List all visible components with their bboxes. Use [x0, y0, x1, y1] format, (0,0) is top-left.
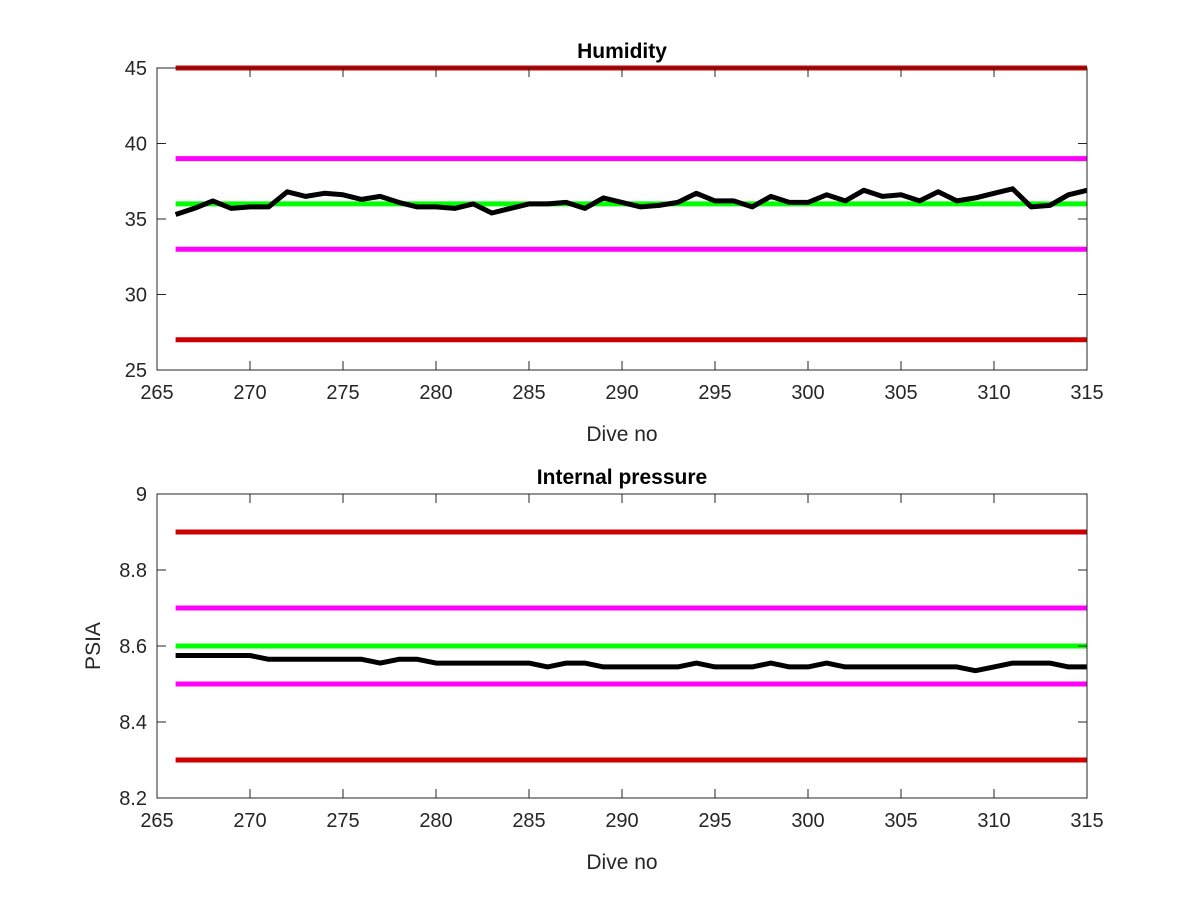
humidity-y-tick-label: 40 [125, 134, 147, 156]
humidity-x-tick-label: 295 [698, 382, 731, 404]
pressure-x-tick-label: 310 [977, 810, 1010, 832]
pressure-x-tick-label: 305 [884, 810, 917, 832]
humidity-series-line-0 [174, 186, 1088, 217]
pressure-y-tick-label: 8.4 [119, 712, 147, 734]
pressure-x-axis-label: Dive no [586, 851, 657, 874]
humidity-y-tick-label: 25 [125, 360, 147, 382]
humidity-y-tick-label: 45 [125, 58, 147, 80]
humidity-x-tick-label: 315 [1070, 382, 1103, 404]
pressure-x-tick-label: 290 [605, 810, 638, 832]
pressure-y-tick-label: 8.8 [119, 560, 147, 582]
humidity-x-tick-label: 285 [512, 382, 545, 404]
humidity-x-tick-label: 300 [791, 382, 824, 404]
humidity-x-tick-label: 265 [140, 382, 173, 404]
pressure-y-axis-label: PSIA [82, 622, 105, 670]
humidity-x-tick-label: 280 [419, 382, 452, 404]
pressure-x-tick-label: 265 [140, 810, 173, 832]
pressure-title: Internal pressure [537, 466, 707, 489]
humidity-x-tick-label: 270 [233, 382, 266, 404]
humidity-x-tick-label: 290 [605, 382, 638, 404]
humidity-title: Humidity [577, 40, 667, 63]
humidity-x-axis-label: Dive no [586, 423, 657, 446]
pressure-x-tick-label: 280 [419, 810, 452, 832]
pressure-y-tick-label: 8.2 [119, 788, 147, 810]
humidity-y-tick-label: 30 [125, 285, 147, 307]
humidity-x-tick-label: 275 [326, 382, 359, 404]
pressure-x-tick-label: 285 [512, 810, 545, 832]
pressure-x-tick-label: 270 [233, 810, 266, 832]
pressure-x-tick-label: 315 [1070, 810, 1103, 832]
humidity-x-tick-label: 305 [884, 382, 917, 404]
humidity-y-tick-label: 35 [125, 209, 147, 231]
pressure-series-line-0 [175, 653, 1087, 674]
pressure-x-tick-label: 295 [698, 810, 731, 832]
pressure-y-tick-label: 8.6 [119, 636, 147, 658]
pressure-y-tick-label: 9 [136, 484, 147, 506]
humidity-panel: 265 270 275 280 285 290 295 300 305 310 315 25 30 35 4… [125, 40, 1104, 446]
internal-pressure-panel: 265 270 275 280 285 290 295 300 305 310 315 8.2 8.4 8… [82, 466, 1104, 874]
pressure-x-tick-label: 300 [791, 810, 824, 832]
pressure-x-tick-label: 275 [326, 810, 359, 832]
humidity-x-tick-label: 310 [977, 382, 1010, 404]
